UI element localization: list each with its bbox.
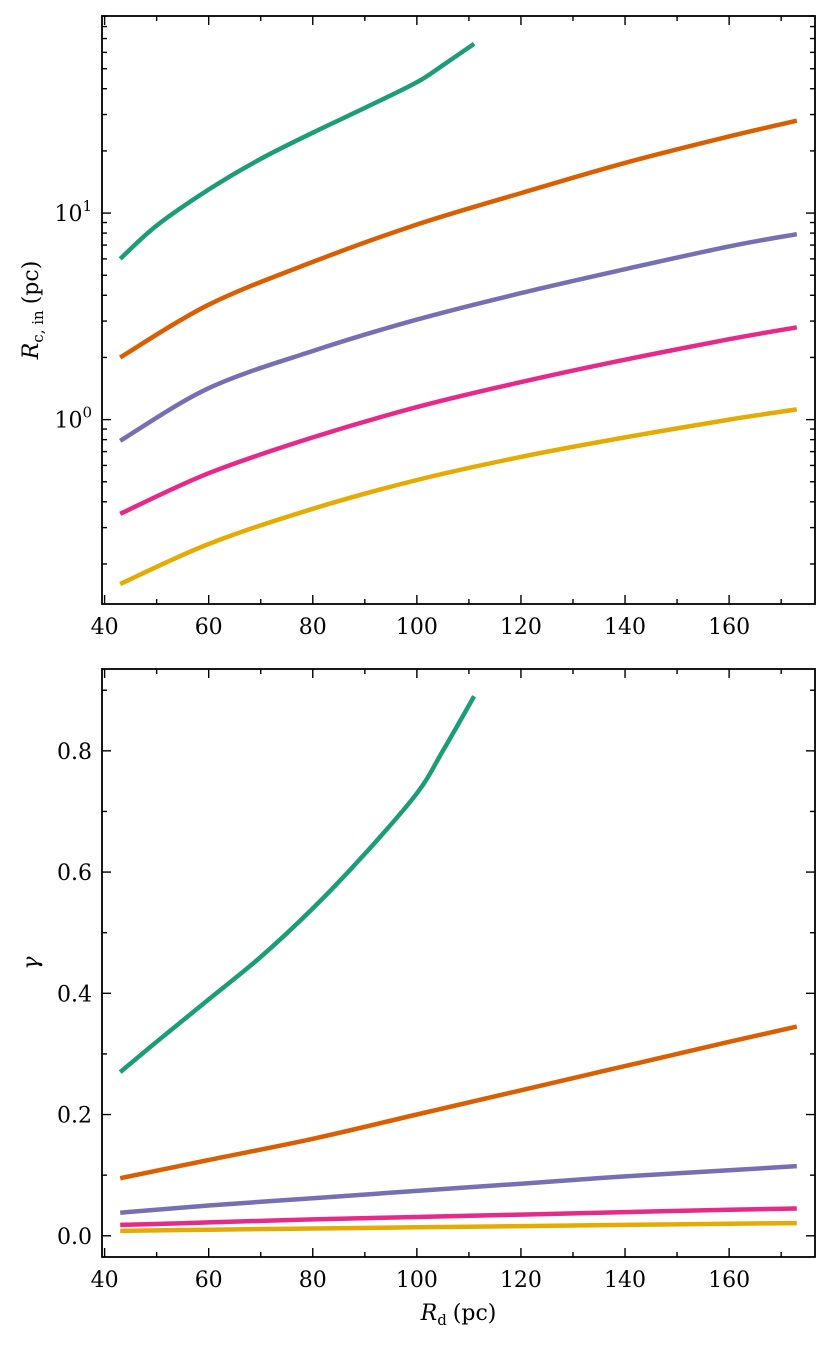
y-axis-label-subscript: c, in [29, 310, 47, 343]
x-tick-label: 60 [195, 1268, 223, 1293]
x-axis-label: Rd (pc) [420, 1301, 497, 1329]
y-tick-label: 0.0 [57, 1225, 92, 1250]
top-panel-rc-in: 40 60 80 100 120 140 160 100 101 Rc, in (pc) [19, 15, 816, 640]
x-tick-label: 160 [708, 615, 750, 640]
y-axis-label: Rc, in (pc) [19, 261, 47, 361]
x-axis-label-symbol: R [420, 1301, 438, 1326]
y-axis-label-unit: (pc) [19, 261, 44, 305]
y-tick-label: 0.4 [57, 982, 92, 1007]
y-axis-label-symbol: R [19, 343, 44, 361]
y-tick-label: 0.8 [57, 740, 92, 765]
plot-frame [101, 668, 816, 1258]
x-tick-label: 140 [604, 615, 646, 640]
x-axis-label-unit: (pc) [453, 1301, 497, 1326]
series-line-pink [119, 325, 798, 516]
y-tick-label: 0.6 [57, 861, 92, 886]
x-tick-label: 120 [500, 615, 542, 640]
series-line-yellow [120, 1220, 797, 1234]
x-tick-label: 100 [396, 615, 438, 640]
x-tick-label: 160 [708, 1268, 750, 1293]
series-line-yellow [119, 407, 798, 587]
x-tick-label: 60 [195, 615, 223, 640]
y-tick-label: 0.2 [57, 1104, 92, 1129]
bottom-panel-gamma: 40 60 80 100 120 140 160 0.0 0.2 0.4 0.6 0.8 γ Rd (pc) [19, 668, 816, 1329]
x-tick-label: 80 [299, 1268, 327, 1293]
y-tick-label: 101 [54, 197, 92, 227]
x-tick-label: 40 [91, 615, 119, 640]
x-tick-label: 120 [500, 1268, 542, 1293]
series-line-green [118, 41, 476, 261]
y-axis-label: γ [19, 956, 44, 970]
x-tick-label: 100 [396, 1268, 438, 1293]
plot-frame [101, 15, 816, 605]
series-line-orange [119, 118, 798, 360]
series-line-green [118, 695, 477, 1074]
y-axis-label-symbol: γ [19, 956, 44, 970]
series-line-orange [119, 1024, 798, 1181]
series-line-purple [119, 231, 798, 443]
series-line-pink [120, 1206, 797, 1228]
x-tick-label: 80 [299, 615, 327, 640]
y-tick-label: 100 [54, 404, 92, 434]
x-axis-label-subscript: d [437, 1311, 447, 1329]
series-line-purple [120, 1163, 797, 1215]
x-tick-label: 40 [91, 1268, 119, 1293]
x-tick-label: 140 [604, 1268, 646, 1293]
